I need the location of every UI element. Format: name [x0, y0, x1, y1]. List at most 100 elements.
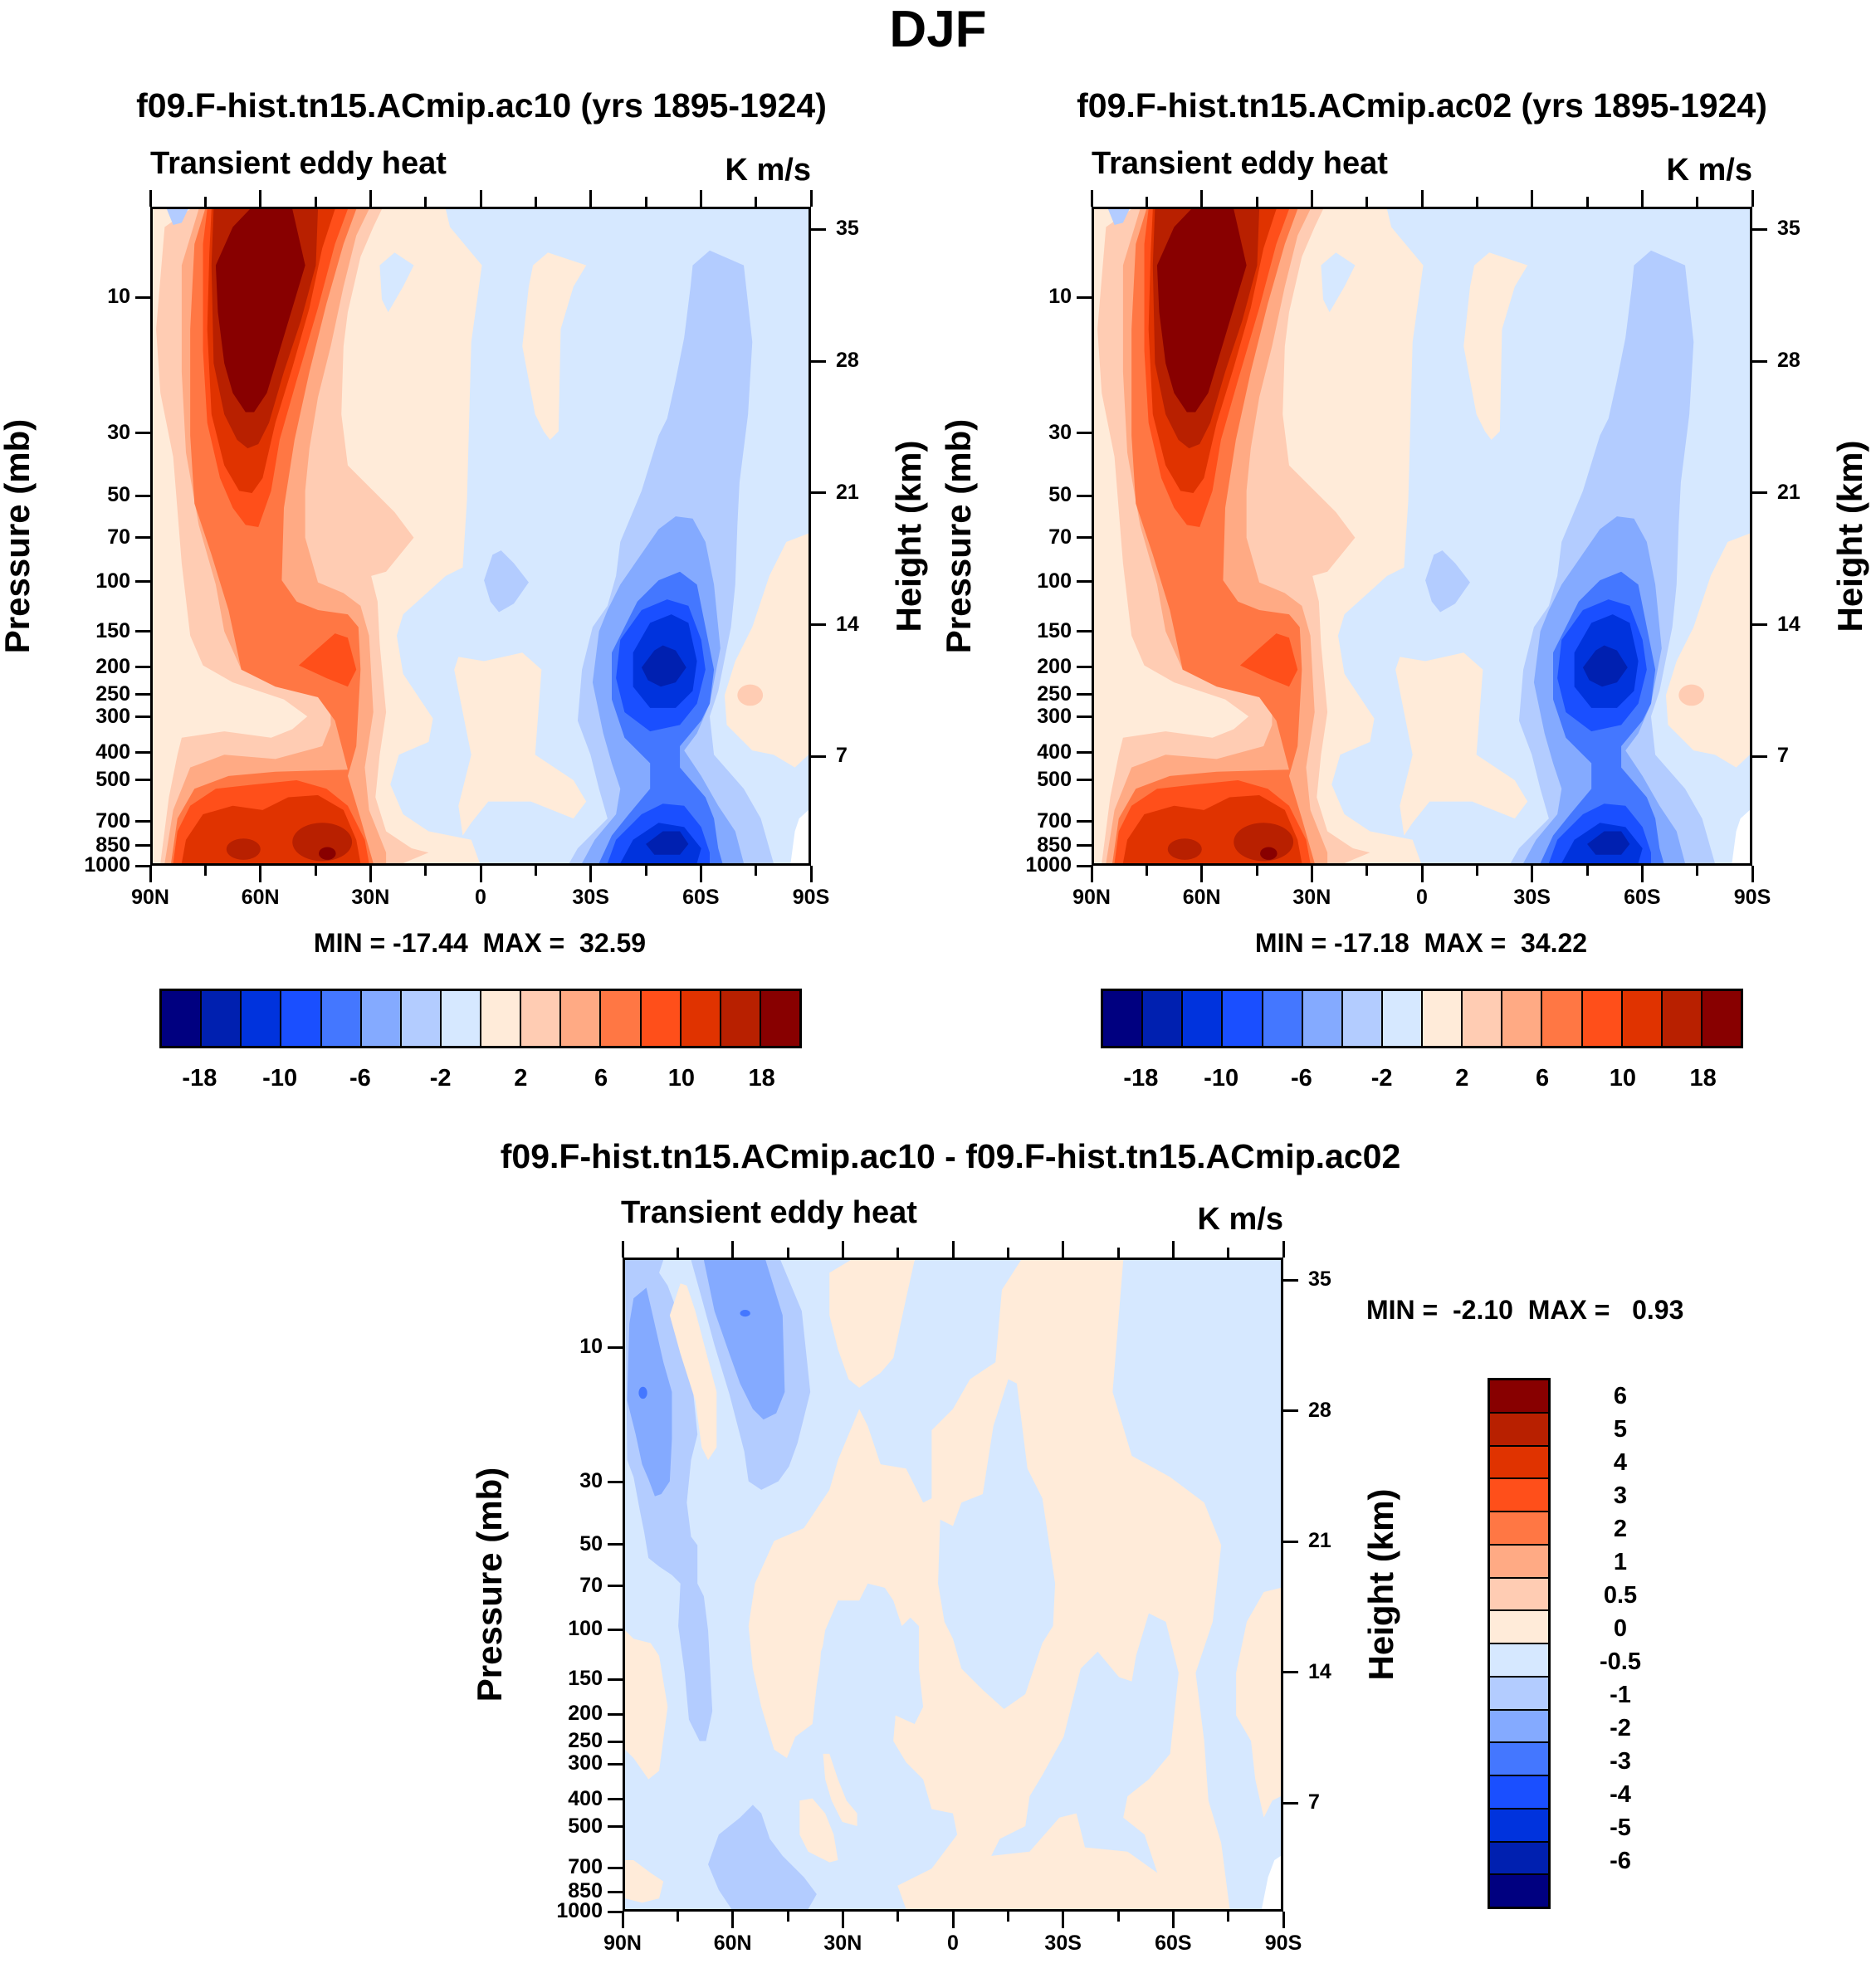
lat-tick-label: 60S: [682, 886, 720, 909]
pressure-tick-mark: [135, 432, 150, 435]
height-tick-label: 21: [1777, 480, 1800, 504]
lat-tick-mark: [1145, 866, 1148, 876]
lat-tick-mark: [1006, 1912, 1009, 1922]
contour-pos-7: [319, 847, 336, 860]
colorbar-label: 6: [1613, 1383, 1628, 1409]
contour-pos-0: [522, 252, 587, 440]
pressure-tick-mark: [135, 844, 150, 847]
pressure-tick-label: 500: [568, 1814, 603, 1838]
colorbar-box: [1143, 991, 1184, 1046]
pressure-tick-label: 10: [1048, 285, 1072, 309]
pressure-tick-mark: [608, 1543, 623, 1546]
height-tick-label: 7: [836, 744, 848, 768]
colorbar-label: -2: [1610, 1715, 1631, 1741]
height-tick-label: 28: [836, 349, 859, 373]
pressure-tick-mark: [135, 666, 150, 669]
colorbar-label: 0: [1613, 1615, 1628, 1642]
colorbar-label: 0.5: [1603, 1582, 1638, 1609]
contour-neg-0: [991, 1613, 1179, 1873]
height-tick-mark: [1752, 359, 1767, 363]
pressure-tick-label: 200: [568, 1702, 603, 1726]
panel-1-colorbar: [159, 989, 802, 1048]
contour-neg-6: [1587, 831, 1630, 855]
lat-tick-mark: [1062, 1912, 1065, 1928]
lat-tick-mark: [259, 190, 262, 207]
pressure-tick-label: 300: [568, 1751, 603, 1775]
lat-tick-mark: [424, 197, 427, 207]
lat-tick-mark: [203, 866, 207, 876]
lat-tick-mark: [1282, 1241, 1285, 1258]
pressure-tick-mark: [1077, 751, 1092, 755]
contour-neg-0: [938, 1379, 1056, 1709]
colorbar-box: [1490, 1545, 1548, 1579]
colorbar-label: 2: [1613, 1516, 1628, 1542]
lat-tick-label: 0: [947, 1932, 959, 1955]
contour-pos-6: [226, 838, 261, 860]
pressure-tick-mark: [135, 580, 150, 584]
lat-tick-mark: [1310, 190, 1313, 207]
pressure-tick-label: 700: [568, 1855, 603, 1879]
pressure-tick-label: 1000: [84, 853, 130, 877]
lat-tick-mark: [841, 1241, 844, 1258]
pressure-tick-mark: [1077, 864, 1092, 867]
height-tick-mark: [1752, 755, 1767, 758]
lat-tick-label: 0: [475, 886, 486, 909]
pressure-tick-mark: [135, 494, 150, 497]
colorbar-box: [1490, 1809, 1548, 1843]
height-tick-mark: [1283, 1671, 1298, 1674]
height-tick-label: 7: [1308, 1790, 1320, 1814]
lat-tick-label: 60S: [1155, 1932, 1192, 1955]
colorbar-box: [1582, 991, 1623, 1046]
contour-field: [153, 209, 809, 863]
lat-tick-mark: [755, 197, 758, 207]
lat-tick-mark: [1006, 1248, 1009, 1258]
pressure-axis-title: Pressure (mb): [939, 418, 978, 654]
contour-neg-6: [646, 831, 689, 855]
missing-data-area: [1261, 1855, 1281, 1909]
colorbar-box: [1490, 1842, 1548, 1876]
contour-neg-0: [379, 252, 414, 313]
lat-tick-label: 30S: [572, 886, 609, 909]
pressure-tick-mark: [1077, 844, 1092, 847]
contour-pos-0: [799, 1798, 838, 1863]
colorbar-box: [1342, 991, 1383, 1046]
height-tick-mark: [1752, 623, 1767, 627]
pressure-axis-title: Pressure (mb): [470, 1467, 509, 1702]
pressure-tick-label: 850: [568, 1879, 603, 1902]
lat-tick-mark: [534, 866, 537, 876]
pressure-tick-label: 250: [568, 1729, 603, 1753]
lat-tick-mark: [1145, 197, 1148, 207]
lat-tick-mark: [809, 866, 813, 882]
lat-tick-mark: [841, 1912, 844, 1928]
colorbar-label: 1: [1613, 1549, 1628, 1575]
pressure-tick-mark: [608, 1585, 623, 1588]
colorbar-label: -1: [1610, 1682, 1631, 1708]
lat-tick-mark: [1585, 197, 1589, 207]
colorbar-label: 10: [667, 1065, 696, 1092]
colorbar-box: [1662, 991, 1703, 1046]
lat-tick-mark: [731, 1912, 735, 1928]
lat-tick-label: 30N: [351, 886, 390, 909]
panel-1-variable-label: Transient eddy heat: [150, 146, 447, 181]
pressure-tick-mark: [608, 1762, 623, 1766]
lat-tick-mark: [1751, 190, 1754, 207]
colorbar-box: [601, 991, 642, 1046]
pressure-tick-mark: [608, 1628, 623, 1631]
pressure-tick-mark: [135, 295, 150, 299]
pressure-tick-label: 10: [579, 1335, 603, 1359]
lat-tick-mark: [1116, 1248, 1120, 1258]
panel-2-colorbar: [1101, 989, 1743, 1048]
contour-neg-1: [166, 209, 188, 225]
colorbar-box: [1490, 1578, 1548, 1612]
colorbar-label: -6: [349, 1065, 371, 1092]
contour-pos-6: [1167, 838, 1202, 860]
colorbar-label: -6: [1610, 1848, 1631, 1874]
lat-tick-mark: [1365, 866, 1369, 876]
pressure-tick-label: 150: [568, 1667, 603, 1690]
colorbar-label: 2: [1455, 1065, 1469, 1092]
height-tick-label: 35: [1777, 217, 1800, 241]
pressure-axis-title: Pressure (mb): [0, 418, 37, 654]
pressure-tick-mark: [1077, 693, 1092, 696]
pressure-tick-mark: [135, 715, 150, 719]
pressure-tick-label: 30: [1048, 420, 1072, 444]
